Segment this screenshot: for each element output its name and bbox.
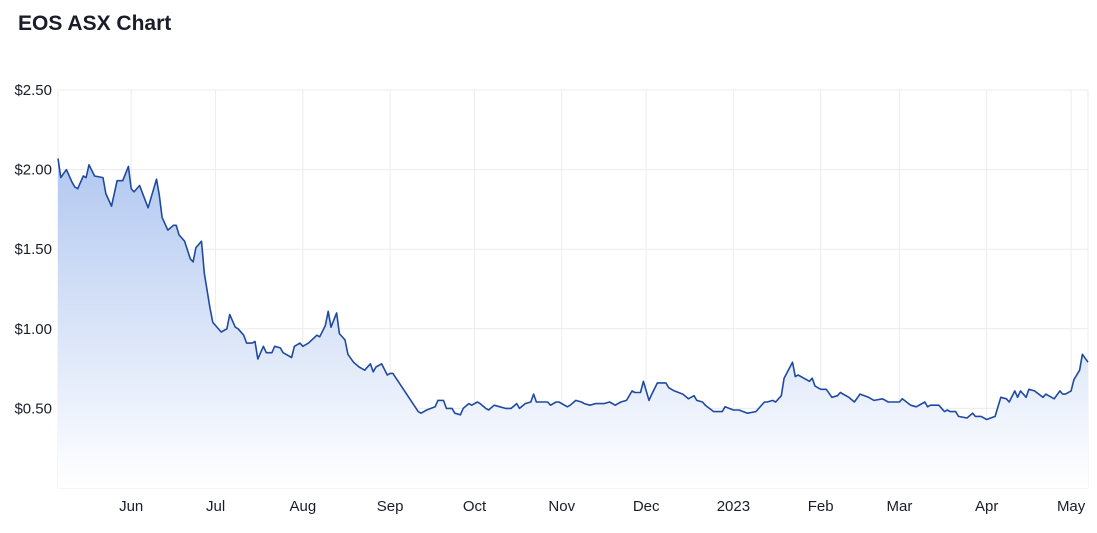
x-tick-label: Oct	[463, 498, 487, 515]
y-tick-label: $2.50	[14, 82, 52, 99]
x-tick-label: Apr	[975, 498, 998, 515]
x-tick-label: 2023	[717, 498, 750, 515]
price-area	[58, 158, 1088, 488]
chart-title: EOS ASX Chart	[18, 12, 172, 35]
x-tick-label: Dec	[633, 498, 660, 515]
x-tick-label: May	[1057, 498, 1086, 515]
x-tick-label: Feb	[808, 498, 834, 515]
x-tick-label: Aug	[289, 498, 316, 515]
y-axis: $0.50 $1.00 $1.50 $2.00 $2.50	[14, 82, 52, 417]
x-tick-label: Nov	[548, 498, 575, 515]
y-tick-label: $2.00	[14, 162, 52, 179]
y-tick-label: $0.50	[14, 400, 52, 417]
x-tick-label: Mar	[887, 498, 913, 515]
x-tick-label: Jul	[206, 498, 225, 515]
x-axis: Jun Jul Aug Sep Oct Nov Dec 2023 Feb Mar Apr May	[119, 498, 1086, 515]
y-tick-label: $1.50	[14, 241, 52, 258]
y-tick-label: $1.00	[14, 321, 52, 338]
price-line	[57, 158, 1089, 421]
x-tick-label: Sep	[377, 498, 404, 515]
x-tick-label: Jun	[119, 498, 143, 515]
